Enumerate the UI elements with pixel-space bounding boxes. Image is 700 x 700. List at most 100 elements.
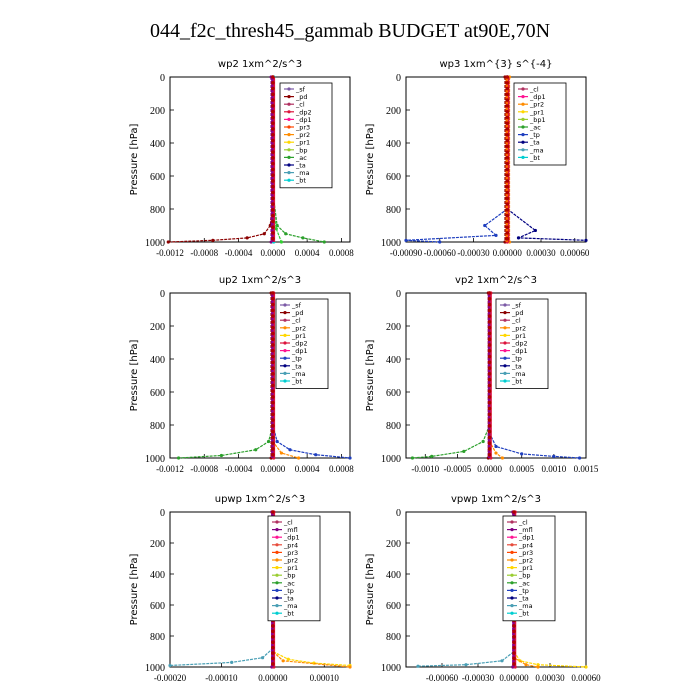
series-point — [584, 665, 588, 669]
legend-label: _tp — [529, 131, 540, 139]
legend-marker — [287, 178, 291, 182]
legend-label: _pr2 — [511, 324, 526, 332]
series-line-ma — [169, 512, 274, 667]
legend-label: _tp — [291, 355, 302, 363]
legend-marker — [275, 528, 279, 532]
legend-label: _ma — [283, 602, 298, 610]
legend-marker — [287, 163, 291, 167]
trunk-marker — [505, 161, 510, 166]
y-tick-label: 400 — [150, 139, 165, 150]
legend-label: _tp — [283, 587, 294, 595]
legend-label: _mfl — [283, 526, 298, 534]
trunk-marker — [271, 447, 275, 451]
trunk-marker — [487, 395, 492, 399]
series-point — [520, 452, 524, 456]
legend-label: _dp1 — [283, 534, 300, 542]
trunk-marker — [512, 640, 516, 644]
legend-marker — [510, 535, 514, 539]
legend-marker — [283, 356, 287, 360]
trunk-marker — [271, 138, 275, 143]
x-tick-label: -0.00060 — [424, 248, 457, 258]
x-tick-label: 0.00030 — [526, 248, 556, 258]
series-point — [348, 665, 352, 669]
trunk-marker — [271, 80, 275, 85]
trunk-marker — [487, 429, 492, 434]
trunk-marker — [487, 377, 492, 382]
legend-label: _bp — [295, 146, 308, 154]
trunk-marker — [271, 225, 275, 229]
plot-frame — [405, 292, 587, 459]
chart-title: upwp 1xm^2/s^3 — [215, 494, 305, 505]
x-tick-label: 0.0000 — [477, 464, 502, 474]
plot-frame — [405, 511, 587, 668]
legend-label: _pr4 — [518, 541, 533, 549]
legend-marker — [503, 356, 507, 360]
trunk-marker — [271, 624, 275, 628]
trunk-marker — [505, 208, 510, 212]
series-point — [284, 232, 288, 236]
x-tick-label: 0.0010 — [541, 464, 566, 474]
series-line-tp — [405, 77, 508, 243]
trunk-marker — [271, 314, 275, 318]
y-tick-label: 400 — [386, 570, 401, 581]
legend-label: _bt — [529, 154, 540, 162]
legend-marker — [503, 364, 507, 368]
trunk-marker — [487, 452, 492, 457]
x-tick-label: -0.00090 — [390, 248, 423, 258]
trunk-marker — [271, 412, 275, 417]
legend-label: _ta — [518, 595, 529, 603]
x-tick-label: -0.00010 — [205, 673, 238, 683]
trunk-marker — [487, 302, 492, 307]
trunk-marker — [271, 115, 275, 120]
x-tick-label: -0.0005 — [444, 464, 472, 474]
legend-marker — [521, 140, 525, 144]
x-tick-label: -0.00020 — [154, 673, 187, 683]
trunk-marker — [271, 418, 275, 422]
legend-marker — [275, 581, 279, 585]
series-point — [430, 454, 434, 458]
trunk-marker — [487, 424, 492, 428]
legend-marker — [287, 102, 291, 106]
trunk-marker — [271, 121, 275, 125]
series-point — [438, 240, 442, 244]
trunk-marker — [487, 406, 492, 411]
y-tick-label: 1000 — [145, 663, 165, 674]
series-point — [483, 223, 487, 228]
trunk-marker — [271, 320, 275, 324]
legend-marker — [283, 371, 287, 375]
x-tick-label: 0.0005 — [509, 464, 534, 474]
y-tick-label: 600 — [386, 601, 401, 612]
trunk-marker — [487, 400, 492, 405]
x-tick-label: -0.00060 — [426, 673, 459, 683]
legend-label: _ta — [511, 362, 522, 370]
legend-label: _pr4 — [283, 541, 298, 549]
legend-label: _tp — [511, 355, 522, 363]
legend-marker — [283, 364, 287, 368]
trunk-marker — [271, 208, 275, 212]
legend-marker — [503, 349, 507, 353]
legend-label: _ac — [529, 124, 541, 132]
trunk-marker — [487, 343, 492, 347]
trunk-marker — [512, 651, 516, 655]
legend-marker — [283, 333, 287, 337]
trunk-marker — [271, 348, 275, 353]
series-point — [260, 656, 265, 660]
trunk-marker — [487, 337, 492, 342]
series-point — [254, 448, 258, 452]
trunk-marker — [271, 360, 275, 365]
legend-label: _bt — [511, 378, 522, 386]
trunk-marker — [505, 144, 510, 149]
trunk-marker — [512, 656, 516, 661]
series-point — [211, 238, 215, 242]
trunk-marker — [505, 138, 510, 143]
legend-label: _ta — [529, 139, 540, 147]
legend-label: _pr3 — [295, 124, 310, 132]
legend-label: _bp — [283, 572, 296, 580]
series-point — [279, 240, 284, 244]
trunk-marker — [512, 634, 516, 639]
trunk-marker — [271, 634, 275, 639]
chart-panel-5: upwp 1xm^2/s^3 Pressure [hPa] 0 200 400 600 80… — [129, 494, 352, 683]
y-tick-label: 200 — [150, 539, 165, 550]
legend-marker — [283, 349, 287, 353]
